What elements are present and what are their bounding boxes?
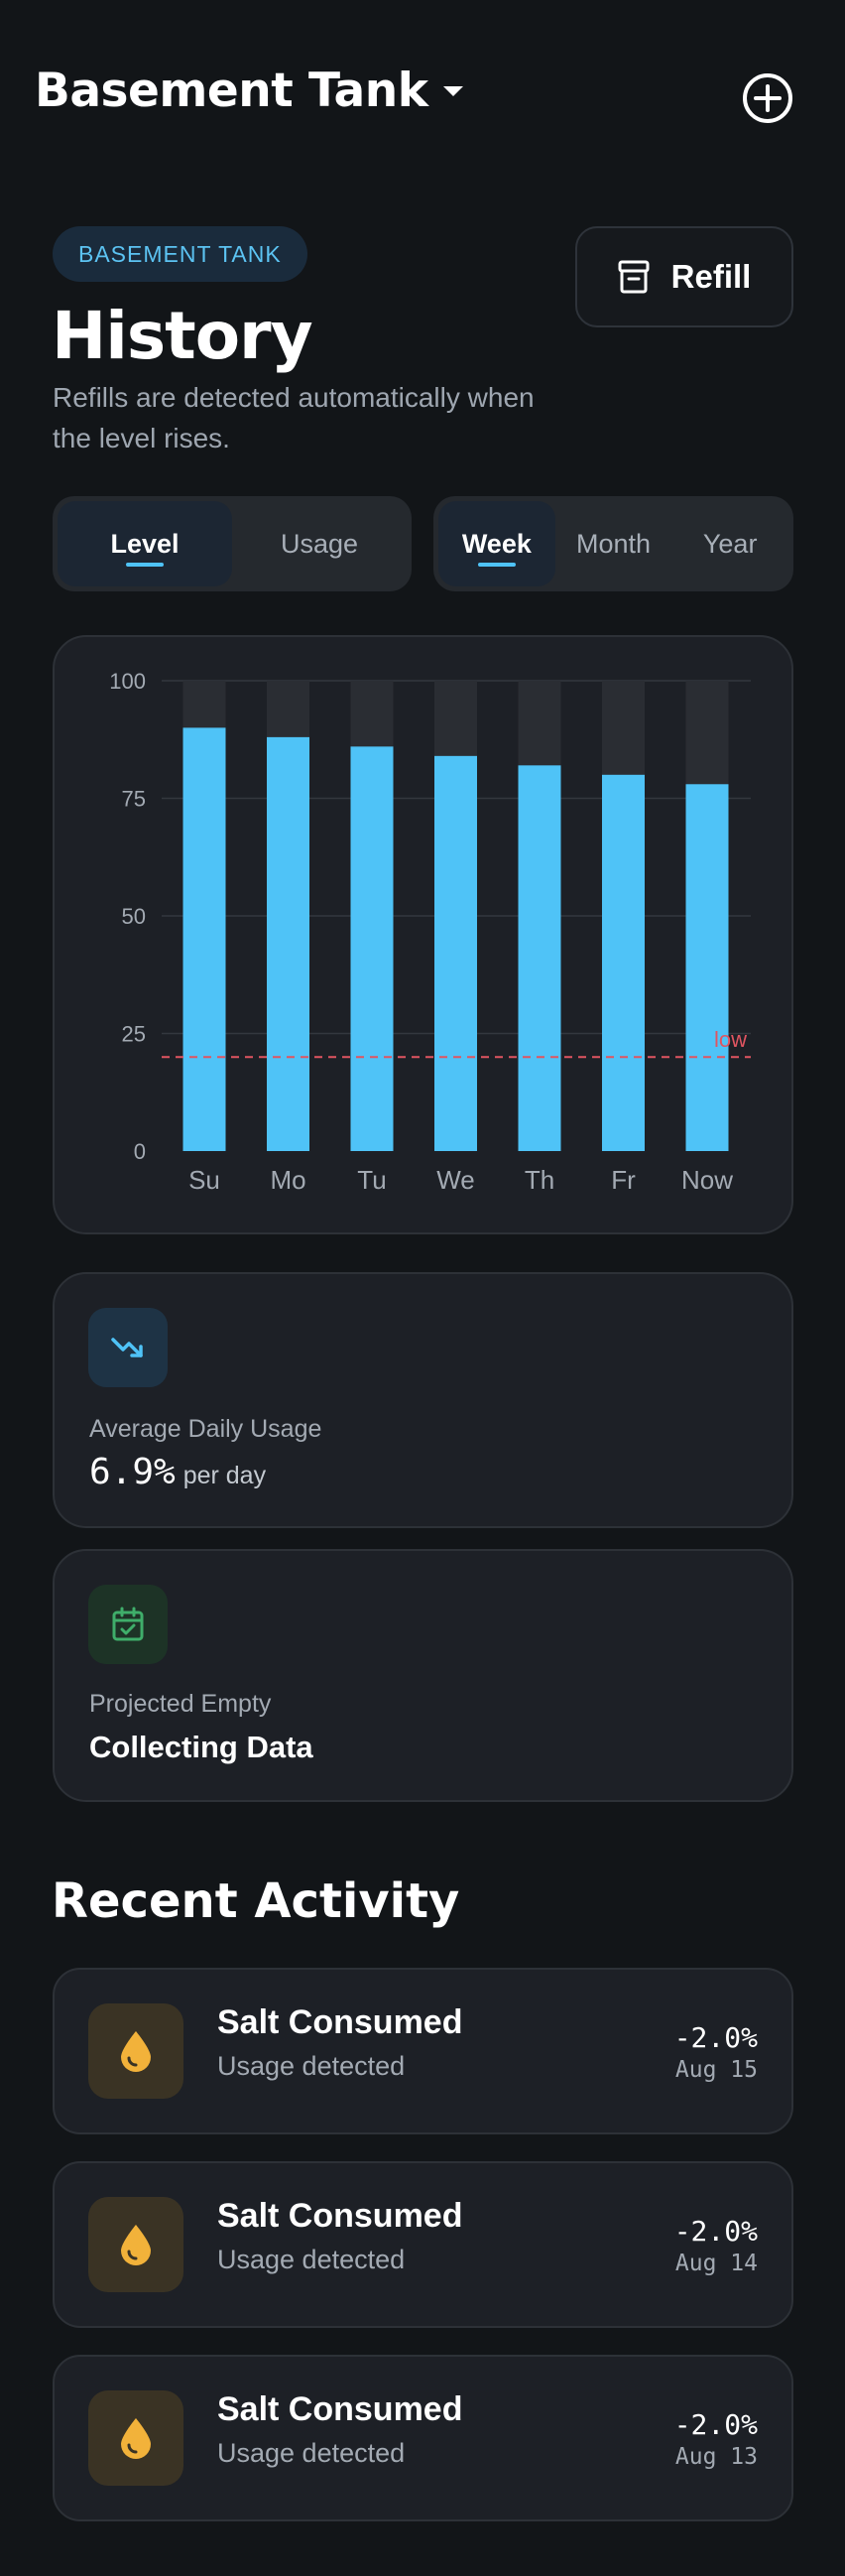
tank-selector[interactable]: Basement Tank xyxy=(35,64,465,118)
avg-usage-label: Average Daily Usage xyxy=(89,1415,322,1443)
tab-month[interactable]: Month xyxy=(575,528,652,559)
average-usage-card: Average Daily Usage 6.9% per day xyxy=(53,1272,793,1528)
y-tick-label: 100 xyxy=(109,669,146,694)
level-chart: 0 25 50 75 100 Su Mo Tu We Th Fr Now low xyxy=(109,669,751,1195)
bar xyxy=(685,784,729,1151)
x-tick-label: Now xyxy=(681,1165,733,1195)
drop-icon xyxy=(88,2003,183,2099)
activity-item[interactable]: Salt Consumed Usage detected -2.0% Aug 1… xyxy=(53,2161,793,2328)
bar xyxy=(350,746,394,1151)
activity-subtitle: Usage detected xyxy=(217,2051,406,2081)
activity-title: Salt Consumed xyxy=(217,2003,463,2041)
y-tick-label: 25 xyxy=(122,1022,146,1047)
bar xyxy=(267,736,309,1151)
trending-down-icon xyxy=(88,1308,168,1387)
projected-empty-label: Projected Empty xyxy=(89,1690,272,1718)
bar xyxy=(182,727,226,1151)
y-tick-label: 50 xyxy=(122,904,146,929)
refill-button[interactable]: Refill xyxy=(575,226,793,327)
activity-amount: -2.0% xyxy=(673,2021,758,2054)
tank-name: Basement Tank xyxy=(35,64,428,118)
avg-usage-unit: per day xyxy=(182,1462,267,1489)
bar xyxy=(434,755,477,1151)
tank-badge: BASEMENT TANK xyxy=(53,226,307,282)
activity-title: Salt Consumed xyxy=(217,2390,463,2428)
activity-subtitle: Usage detected xyxy=(217,2438,406,2468)
x-tick-label: Fr xyxy=(611,1165,636,1195)
bar xyxy=(518,765,561,1151)
bar xyxy=(602,774,645,1151)
low-threshold-label: low xyxy=(714,1027,747,1052)
x-tick-label: Mo xyxy=(270,1165,305,1195)
activity-date: Aug 14 xyxy=(674,2251,758,2276)
projected-empty-card: Projected Empty Collecting Data xyxy=(53,1549,793,1802)
top-bar: Basement Tank xyxy=(0,0,845,198)
refill-label: Refill xyxy=(670,258,752,295)
activity-date: Aug 13 xyxy=(674,2444,758,2470)
page-subtitle: Refills are detected automatically when … xyxy=(53,382,535,453)
activity-title: Salt Consumed xyxy=(217,2197,463,2235)
period-toggle: Week Month Year xyxy=(433,496,793,591)
activity-item[interactable]: Salt Consumed Usage detected -2.0% Aug 1… xyxy=(53,2355,793,2521)
level-chart-card: 0 25 50 75 100 Su Mo Tu We Th Fr Now low xyxy=(53,635,793,1234)
x-tick-label: Tu xyxy=(357,1165,386,1195)
y-tick-label: 0 xyxy=(134,1139,146,1164)
add-tank-button[interactable] xyxy=(742,72,793,124)
archive-icon xyxy=(618,260,650,294)
tab-week[interactable]: Week xyxy=(438,501,555,586)
x-tick-label: We xyxy=(436,1165,475,1195)
calendar-check-icon xyxy=(88,1585,168,1664)
activity-amount: -2.0% xyxy=(673,2408,758,2441)
activity-date: Aug 15 xyxy=(674,2057,758,2083)
activity-amount: -2.0% xyxy=(673,2215,758,2248)
drop-icon xyxy=(88,2197,183,2292)
x-tick-label: Th xyxy=(525,1165,554,1195)
page-title: History xyxy=(52,298,313,374)
y-tick-label: 75 xyxy=(122,787,146,812)
tab-year[interactable]: Year xyxy=(702,528,758,559)
chevron-down-icon xyxy=(443,85,464,96)
x-tick-label: Su xyxy=(188,1165,220,1195)
drop-icon xyxy=(88,2390,183,2486)
avg-usage-value-row: 6.9% per day xyxy=(89,1451,266,1492)
tab-usage[interactable]: Usage xyxy=(280,528,359,559)
projected-empty-value: Collecting Data xyxy=(89,1730,313,1764)
metric-toggle: Level Usage xyxy=(53,496,412,591)
tab-level[interactable]: Level xyxy=(58,501,232,586)
activity-item[interactable]: Salt Consumed Usage detected -2.0% Aug 1… xyxy=(53,1968,793,2134)
plus-circle-icon xyxy=(743,73,792,123)
recent-activity-title: Recent Activity xyxy=(52,1873,460,1929)
activity-subtitle: Usage detected xyxy=(217,2245,406,2274)
avg-usage-value: 6.9% xyxy=(89,1452,176,1492)
